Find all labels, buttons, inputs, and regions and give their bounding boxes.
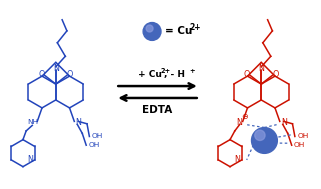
- Text: O: O: [244, 70, 250, 79]
- Text: N: N: [258, 64, 264, 73]
- Text: N: N: [281, 118, 287, 127]
- Text: 2+: 2+: [160, 68, 170, 74]
- Text: OH: OH: [297, 133, 308, 139]
- Text: +: +: [189, 68, 195, 74]
- Circle shape: [146, 25, 153, 32]
- Circle shape: [252, 128, 277, 153]
- Text: N: N: [234, 155, 240, 164]
- Text: OH: OH: [294, 142, 305, 148]
- Circle shape: [255, 130, 265, 140]
- Text: 2+: 2+: [190, 23, 201, 32]
- Text: = Cu: = Cu: [165, 26, 192, 36]
- Text: O: O: [39, 70, 45, 79]
- Text: O: O: [67, 70, 73, 79]
- Text: O: O: [272, 70, 279, 79]
- Text: , - H: , - H: [164, 70, 185, 79]
- Text: N: N: [53, 64, 59, 73]
- Text: OH: OH: [89, 142, 100, 148]
- Text: N: N: [75, 118, 81, 127]
- Text: ⊖: ⊖: [241, 112, 248, 121]
- Text: N: N: [27, 155, 33, 164]
- Text: + Cu: + Cu: [138, 70, 161, 79]
- Circle shape: [143, 22, 161, 40]
- Text: NH: NH: [27, 119, 38, 125]
- Text: N: N: [236, 118, 242, 127]
- Text: EDTA: EDTA: [143, 105, 173, 115]
- Text: OH: OH: [92, 133, 103, 139]
